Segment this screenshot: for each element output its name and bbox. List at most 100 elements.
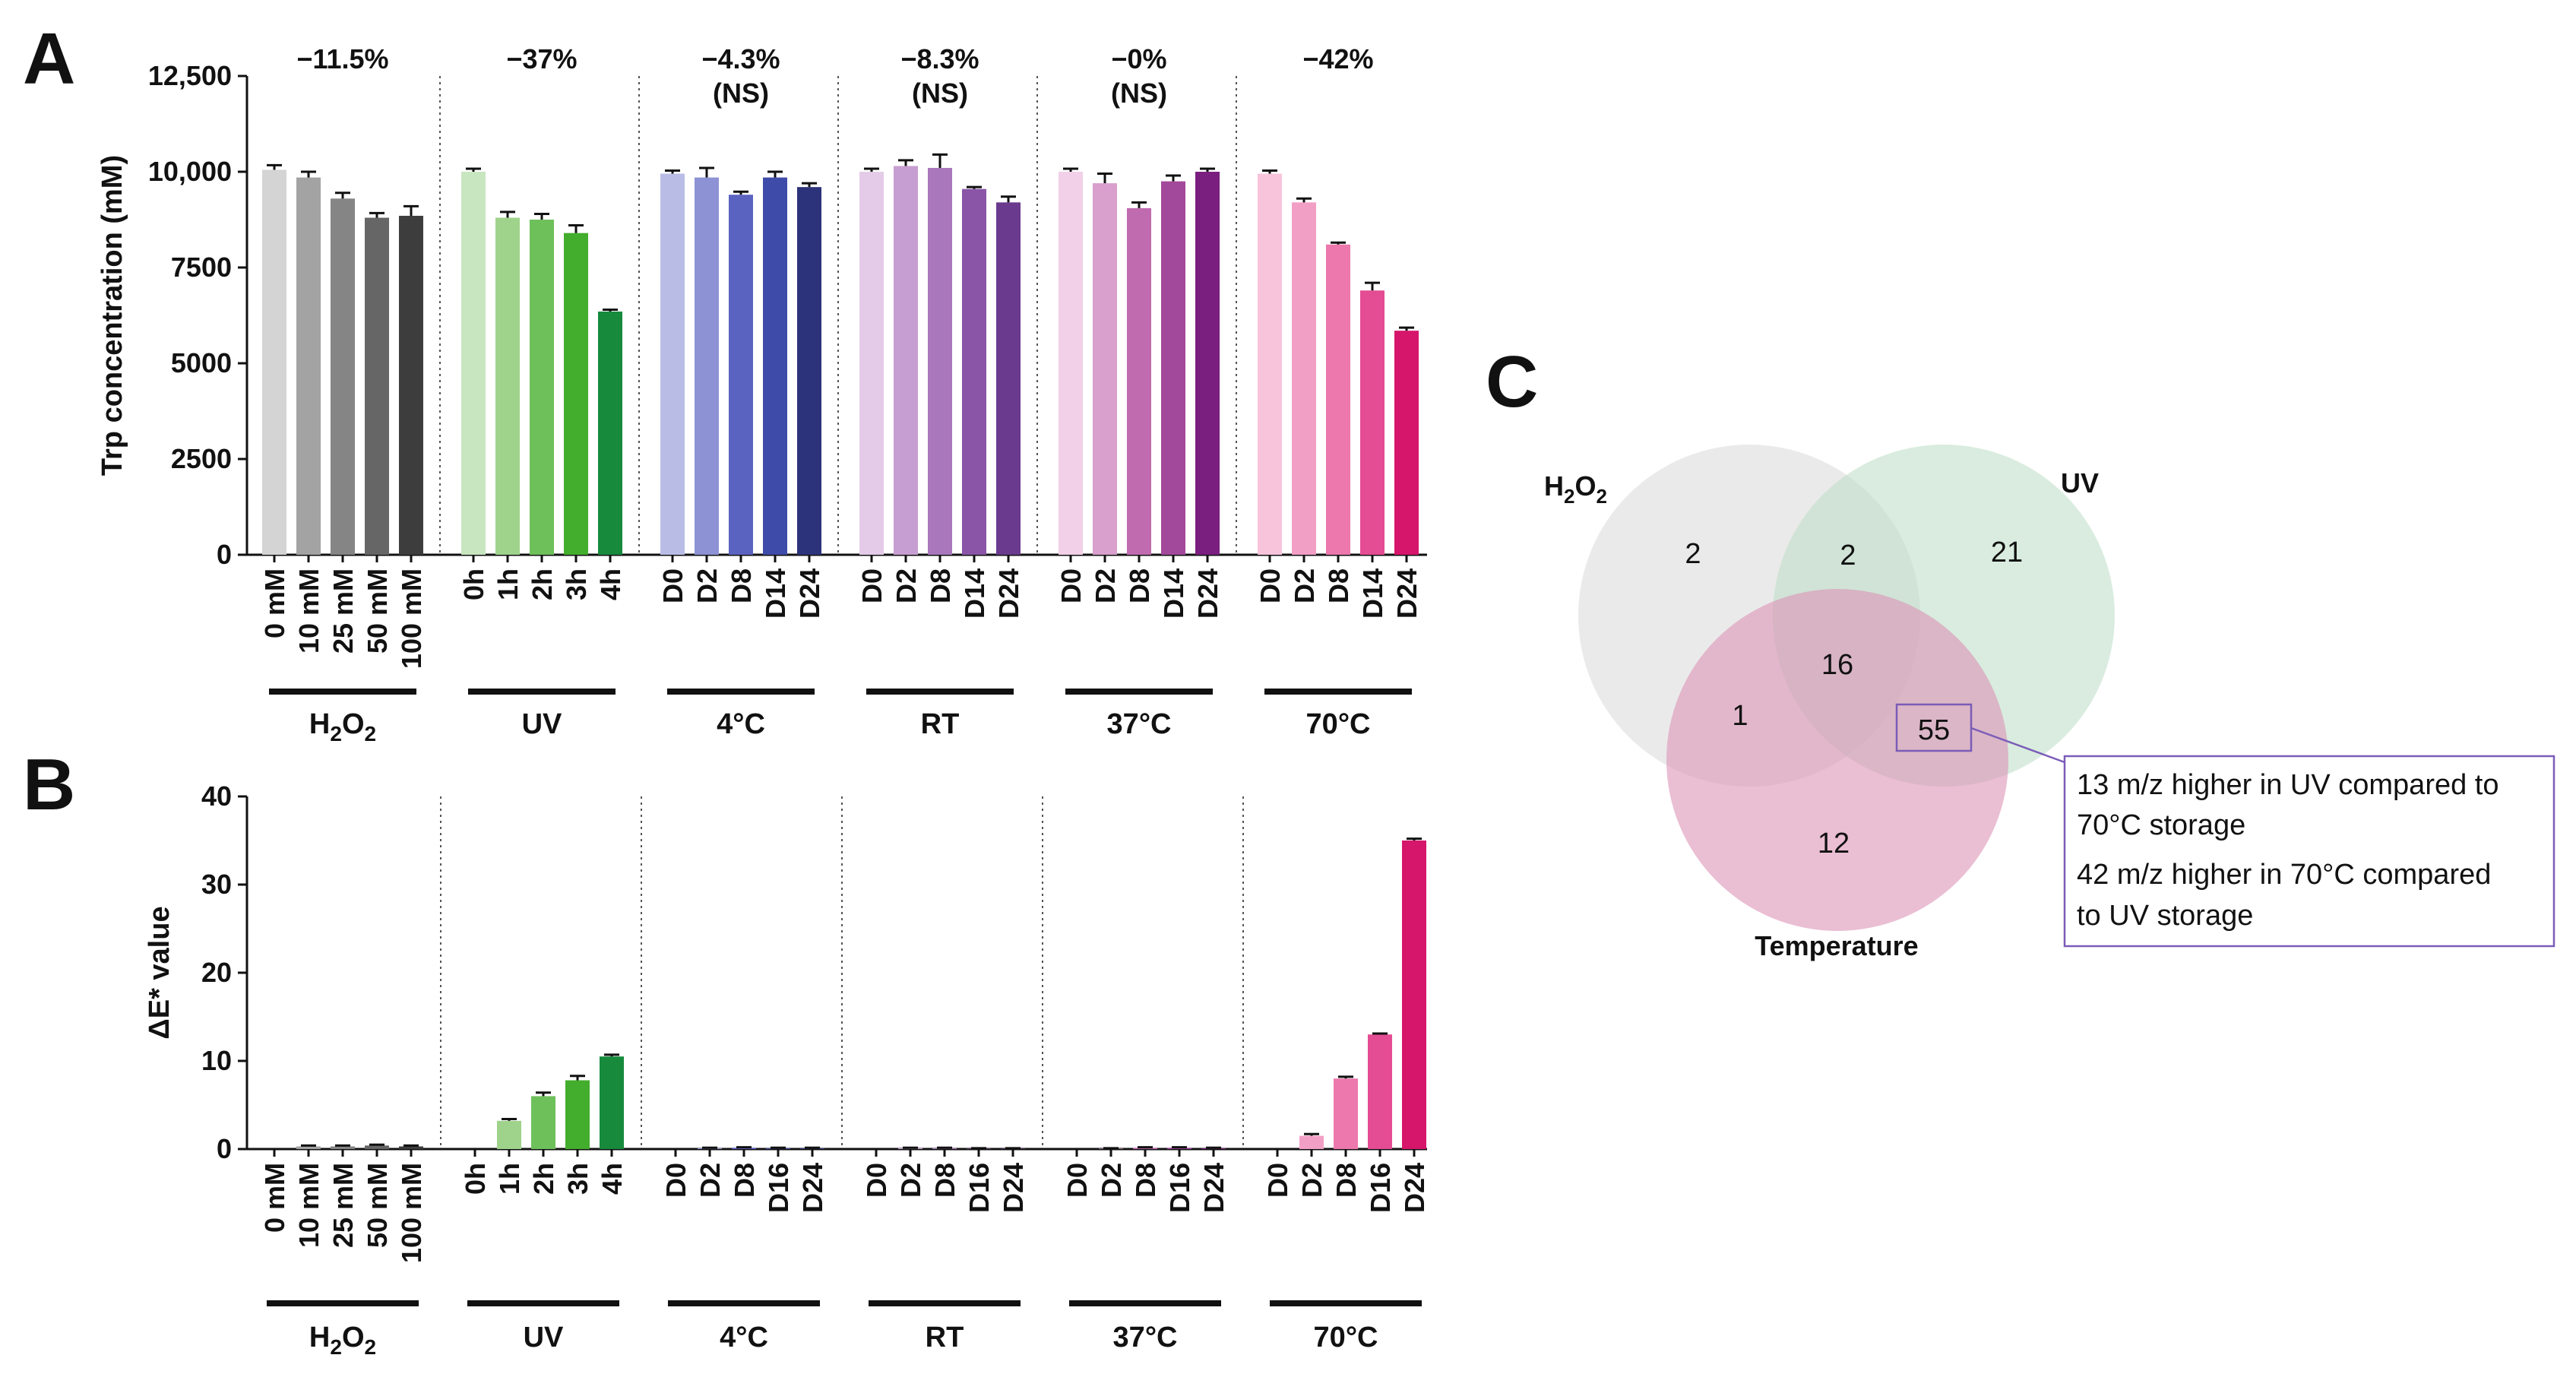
change-annotation: (NS) <box>1111 78 1167 109</box>
y-tick-label: 0 <box>217 1133 232 1164</box>
change-annotation: (NS) <box>912 78 968 109</box>
group-label: 70°C <box>1314 1322 1378 1353</box>
bar <box>565 1080 590 1149</box>
bar <box>859 172 884 555</box>
x-tick-label: 4h <box>597 1163 628 1195</box>
bar <box>1326 244 1350 555</box>
venn-count-temperature-only: 12 <box>1818 828 1850 860</box>
x-tick-label: D24 <box>794 568 825 619</box>
x-tick-label: D8 <box>929 1163 960 1198</box>
bar <box>495 217 520 555</box>
x-tick-label: D2 <box>891 568 922 603</box>
panel-label-b: B <box>23 744 75 825</box>
bar <box>894 166 918 555</box>
x-tick-label: D2 <box>1096 1163 1127 1198</box>
callout-box <box>2063 755 2555 948</box>
bar <box>1093 183 1117 555</box>
bar <box>531 1096 555 1149</box>
change-annotation: −11.5% <box>296 43 388 74</box>
y-tick-label: 2500 <box>171 443 232 474</box>
panel-label-a: A <box>23 18 75 100</box>
group-label: H2O2 <box>309 1322 376 1359</box>
bar <box>296 177 321 555</box>
group-label: UV <box>524 1322 564 1353</box>
change-annotation: −42% <box>1302 43 1373 74</box>
change-annotation: −0% <box>1111 43 1166 74</box>
x-tick-label: D2 <box>1090 568 1121 603</box>
x-tick-label: D14 <box>760 568 791 619</box>
y-tick-label: 5000 <box>171 347 232 378</box>
bar <box>996 202 1021 555</box>
x-tick-label: D24 <box>1198 1163 1229 1213</box>
group-label: UV <box>522 708 562 740</box>
x-tick-label: D0 <box>1062 1163 1093 1198</box>
y-tick-label: 30 <box>201 869 232 900</box>
x-tick-label: D2 <box>1289 568 1320 603</box>
x-tick-label: 0h <box>460 1163 491 1195</box>
x-tick-label: D2 <box>691 568 723 603</box>
x-tick-label: 2h <box>528 1163 559 1195</box>
venn-count-h2o2-temperature: 1 <box>1732 700 1748 732</box>
bar <box>763 177 787 555</box>
x-tick-label: 3h <box>561 568 592 600</box>
bar <box>1127 207 1151 555</box>
y-tick-label: 0 <box>217 539 232 570</box>
x-tick-label: D0 <box>1255 568 1286 603</box>
x-tick-label: 2h <box>527 568 558 600</box>
panel-c-venn-diagram: H2O2 UV Temperature 2 2 21 16 1 12 55 13… <box>1544 445 2555 961</box>
x-tick-label: 0 mM <box>259 568 290 638</box>
venn-circle-temperature <box>1666 589 2008 931</box>
x-tick-label: 3h <box>562 1163 593 1195</box>
callout-line-2: 70°C storage <box>2077 809 2245 841</box>
bar <box>365 1145 389 1149</box>
bar <box>928 167 952 555</box>
x-tick-label: D16 <box>964 1163 995 1213</box>
x-tick-label: 10 mM <box>293 568 324 654</box>
venn-count-uv-only: 21 <box>1991 537 2023 568</box>
x-tick-label: D8 <box>726 568 757 603</box>
bar <box>962 188 986 555</box>
y-tick-label: 40 <box>201 780 232 812</box>
x-tick-label: D16 <box>763 1163 794 1213</box>
x-tick-label: D8 <box>1331 1163 1362 1198</box>
venn-count-all-three: 16 <box>1821 649 1853 681</box>
x-tick-label: D24 <box>1399 1163 1430 1213</box>
x-tick-label: D24 <box>1391 568 1422 619</box>
bar <box>797 187 821 555</box>
callout-line-4: to UV storage <box>2077 900 2253 932</box>
bar <box>1368 1034 1392 1149</box>
bar <box>497 1120 521 1149</box>
bar <box>331 1146 355 1149</box>
group-label: RT <box>921 708 960 740</box>
x-tick-label: 0h <box>458 568 489 600</box>
bar <box>262 169 286 556</box>
x-tick-label: 100 mM <box>396 568 427 669</box>
group-label: 37°C <box>1113 1322 1178 1353</box>
callout-line-3: 42 m/z higher in 70°C compared <box>2077 859 2491 891</box>
x-tick-label: 1h <box>494 1163 525 1195</box>
x-tick-label: D14 <box>959 568 990 619</box>
venn-set-label-h2o2: H2O2 <box>1544 470 1607 508</box>
group-label: RT <box>926 1322 964 1353</box>
bar <box>695 177 719 555</box>
x-tick-label: D0 <box>657 568 688 603</box>
y-tick-label: 7500 <box>171 252 232 283</box>
x-tick-label: D16 <box>1365 1163 1396 1213</box>
y-axis-label: Trp concentration (mM) <box>97 155 128 476</box>
y-tick-label: 12,500 <box>148 60 232 91</box>
x-tick-label: D0 <box>660 1163 691 1198</box>
x-tick-label: D0 <box>1262 1163 1293 1198</box>
group-label: 4°C <box>717 708 765 740</box>
bar <box>296 1146 321 1149</box>
x-tick-label: D2 <box>1296 1163 1328 1198</box>
group-label: 70°C <box>1306 708 1371 740</box>
callout-line-1: 13 m/z higher in UV compared to <box>2077 769 2499 801</box>
venn-set-label-uv: UV <box>2061 467 2099 499</box>
x-tick-label: D24 <box>993 568 1024 619</box>
bar <box>1258 173 1282 555</box>
bar <box>1059 172 1083 555</box>
bar <box>530 220 554 555</box>
venn-count-uv-temperature: 55 <box>1918 714 1950 746</box>
x-tick-label: D16 <box>1164 1163 1195 1213</box>
